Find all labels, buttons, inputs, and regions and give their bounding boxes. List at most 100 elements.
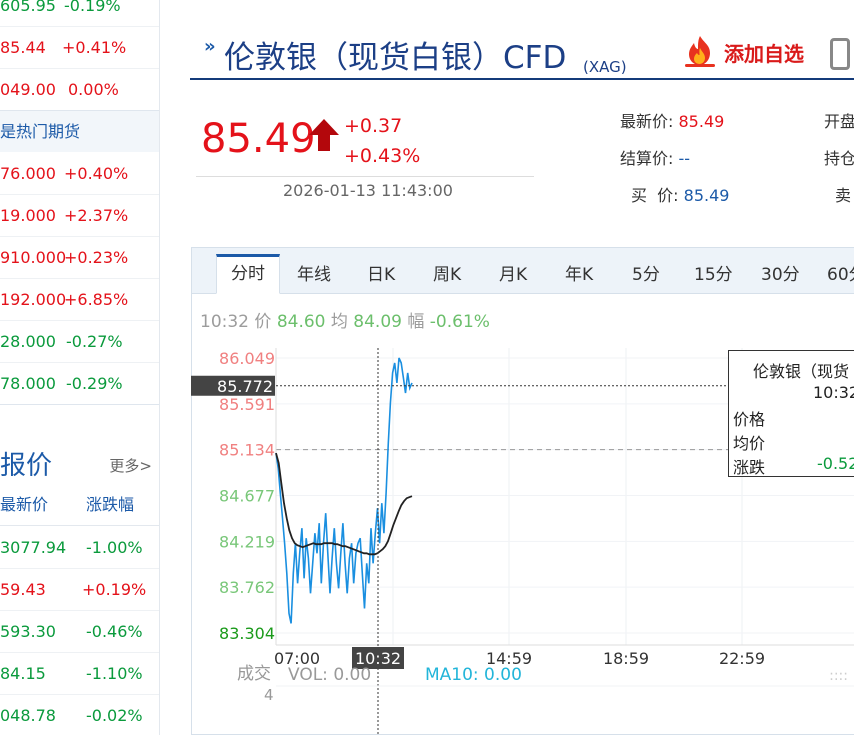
latest-price-label: 最新价:: [620, 112, 674, 131]
list-item[interactable]: 84.15 -1.10%: [0, 653, 159, 695]
crosshair-tooltip: 伦敦银（现货 10:32 价格 均价 涨跌 -0.52: [728, 350, 854, 477]
chart-panel: 分时 年线 日K 周K 月K 年K 5分 15分 30分 60分: [191, 247, 854, 735]
list-item-change: +6.85%: [64, 290, 129, 309]
cursor-amp-label: 幅: [407, 312, 425, 332]
list-item[interactable]: 59.43 +0.19%: [0, 569, 159, 611]
tooltip-title: 伦敦银（现货: [753, 362, 850, 381]
list-item-change: 0.00%: [68, 80, 119, 99]
price-section-header: 报价 更多>: [0, 404, 159, 484]
page-title: 伦敦银（现货白银）CFD: [224, 40, 567, 76]
list-item-change: -0.27%: [66, 332, 123, 351]
volume-label-block: 成交 4: [237, 664, 274, 706]
tab-5min[interactable]: 5分: [632, 265, 660, 285]
tooltip-time: 10:32: [813, 383, 854, 402]
tab-weekly-k[interactable]: 周K: [433, 265, 462, 285]
latest-price-value: 85.49: [678, 112, 725, 131]
list-item-change: -0.29%: [66, 374, 123, 393]
list-item[interactable]: 85.44 +0.41%: [0, 27, 159, 69]
list-item[interactable]: 605.95 -0.19%: [0, 0, 159, 27]
list-item-change: +0.41%: [62, 38, 127, 57]
price-section-title: 报价: [0, 451, 53, 481]
tab-30min[interactable]: 30分: [761, 265, 800, 285]
list-item[interactable]: 049.00 0.00%: [0, 69, 159, 111]
bid-price-value: 85.49: [683, 186, 730, 205]
settle-price-value: --: [678, 149, 691, 168]
cursor-avg: 84.09: [353, 312, 402, 332]
open-interest-label: 持仓: [824, 149, 854, 168]
price-table-header: 最新价 涨跌幅: [0, 484, 159, 526]
volume-label: 成交: [237, 664, 271, 684]
list-item-change: -1.00%: [86, 538, 143, 557]
market-sidebar: 605.95 -0.19% 85.44 +0.41% 049.00 0.00% …: [0, 0, 160, 735]
list-item-price: 605.95: [0, 0, 56, 15]
list-item-price: 048.78: [0, 706, 56, 725]
list-item[interactable]: 19.000 +2.37%: [0, 195, 159, 237]
list-item-change: +2.37%: [64, 206, 129, 225]
list-item-change: +0.23%: [64, 248, 129, 267]
latest-price-field: 最新价: 85.49: [620, 108, 724, 132]
list-item[interactable]: 3077.94 -1.00%: [0, 527, 159, 569]
list-item[interactable]: 192.000 +6.85%: [0, 279, 159, 321]
price-change: +0.37: [344, 115, 403, 137]
bid-price-label: 买 价:: [631, 186, 679, 205]
list-item-change: -1.10%: [86, 664, 143, 683]
tab-yearline[interactable]: 年线: [297, 265, 331, 285]
cursor-time: 10:32: [200, 312, 249, 332]
list-item[interactable]: 048.78 -0.02%: [0, 695, 159, 735]
column-change-pct: 涨跌幅: [86, 495, 135, 514]
cursor-info-line: 10:32 价 84.60 均 84.09 幅 -0.61%: [200, 307, 490, 332]
tab-intraday[interactable]: 分时: [216, 254, 280, 294]
list-item-price: 910.000: [0, 248, 67, 267]
more-link[interactable]: 更多>: [109, 457, 152, 475]
list-item[interactable]: 910.000 +0.23%: [0, 237, 159, 279]
list-item-change: -0.19%: [64, 0, 121, 15]
list-item-price: 85.44: [0, 38, 46, 57]
tab-60min[interactable]: 60分: [827, 265, 854, 285]
list-item-price: 049.00: [0, 80, 56, 99]
open-price-label: 开盘: [824, 112, 854, 131]
volume-unit: 4: [264, 686, 274, 704]
tooltip-change: -0.52: [817, 454, 854, 473]
bid-price-field: 买 价: 85.49: [631, 182, 729, 206]
list-item-change: -0.46%: [86, 622, 143, 641]
list-item-price: 192.000: [0, 290, 67, 309]
hot-futures-heading[interactable]: 是热门期货: [0, 110, 159, 152]
list-item-price: 59.43: [0, 580, 46, 599]
price-change-block: +0.37 +0.43%: [344, 111, 420, 171]
list-item-price: 78.000: [0, 374, 56, 393]
settle-price-field: 结算价: --: [620, 145, 690, 169]
tooltip-change-label: 涨跌: [733, 458, 766, 477]
settle-price-label: 结算价:: [620, 149, 674, 168]
list-item-change: +0.19%: [82, 580, 147, 599]
list-item-price: 28.000: [0, 332, 56, 351]
price-change-pct: +0.43%: [344, 145, 421, 167]
symbol-code: (XAG): [583, 58, 627, 76]
period-tabs: 分时 年线 日K 周K 月K 年K 5分 15分 30分 60分: [192, 248, 854, 294]
list-item-change: -0.02%: [86, 706, 143, 725]
tab-15min[interactable]: 15分: [694, 265, 733, 285]
list-item-price: 3077.94: [0, 538, 67, 557]
tab-monthly-k[interactable]: 月K: [499, 265, 528, 285]
ask-price-label: 卖: [835, 186, 852, 205]
list-item-price: 19.000: [0, 206, 56, 225]
column-latest-price: 最新价: [0, 495, 49, 514]
list-item-change: +0.40%: [64, 164, 129, 183]
flame-icon: [685, 36, 715, 67]
list-item[interactable]: 28.000 -0.27%: [0, 321, 159, 363]
list-item-price: 84.15: [0, 664, 46, 683]
tab-yearly-k[interactable]: 年K: [565, 265, 594, 285]
double-chevron-icon: »: [204, 36, 216, 57]
list-item[interactable]: 76.000 +0.40%: [0, 153, 159, 195]
volume-value: VOL: 0.00: [288, 665, 372, 685]
quote-timestamp: 2026-01-13 11:43:00: [283, 181, 453, 200]
hot-futures-title: 是热门期货: [0, 122, 81, 141]
page-title-bar: » 伦敦银（现货白银）CFD (XAG) 添加自选: [190, 28, 854, 80]
list-item-price: 593.30: [0, 622, 56, 641]
list-item[interactable]: 78.000 -0.29%: [0, 363, 159, 405]
cursor-amp: -0.61%: [429, 312, 490, 332]
mobile-icon[interactable]: [830, 38, 850, 70]
tab-daily-k[interactable]: 日K: [367, 265, 396, 285]
current-price: 85.49: [201, 116, 316, 162]
cursor-price: 84.60: [276, 312, 326, 332]
list-item[interactable]: 593.30 -0.46%: [0, 611, 159, 653]
